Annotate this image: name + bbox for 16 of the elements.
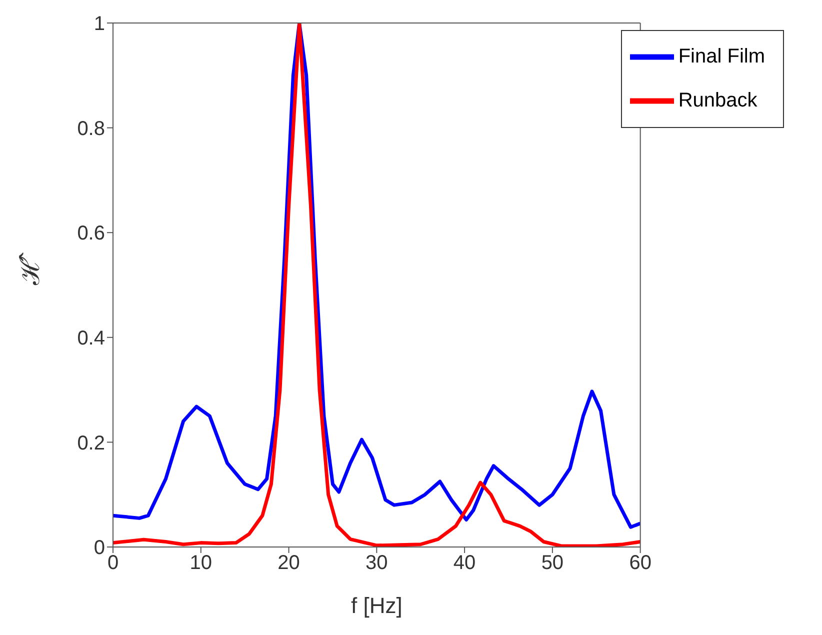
legend-label: Final Film [678,45,765,68]
x-tick-label: 50 [541,552,564,574]
y-axis-title: ℋ̂ [16,252,46,286]
y-tick-label: 1 [94,13,105,36]
x-axis-title: f [Hz] [350,593,402,618]
x-tick-label: 40 [453,552,476,574]
y-tick-label: 0 [94,537,105,560]
y-tick-label: 0.6 [77,222,105,245]
x-tick-label: 10 [190,552,212,574]
y-tick-label: 0.4 [77,328,105,350]
x-tick-label: 60 [629,552,652,574]
x-tick-label: 20 [278,552,300,574]
x-tick-label: 30 [366,552,388,574]
y-tick-label: 0.2 [77,432,105,454]
y-tick-label: 0.8 [77,118,105,140]
legend-label: Runback [678,89,758,112]
